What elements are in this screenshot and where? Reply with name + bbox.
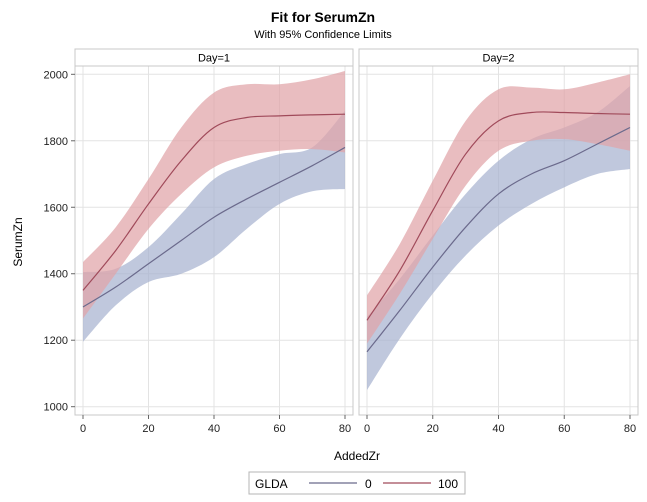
legend-label-100: 100: [438, 477, 458, 491]
y-tick-label: 1800: [44, 136, 68, 148]
y-axis-label: SerumZn: [11, 217, 25, 266]
x-tick-label: 20: [142, 423, 154, 435]
confidence-band-100: [367, 74, 630, 344]
panel-2: Day=2 0 20 40 60 80: [358, 48, 639, 435]
chart-subtitle: With 95% Confidence Limits: [254, 29, 392, 41]
confidence-band-100: [83, 70, 345, 319]
chart-title: Fit for SerumZn: [271, 9, 375, 25]
y-tick-label: 1000: [44, 402, 68, 414]
legend-label-0: 0: [365, 477, 372, 491]
panels: Day=10 20 40 60 80100012001400160018002000Da…: [44, 48, 639, 435]
x-tick-label: 0: [364, 423, 370, 435]
confidence-band-0: [367, 85, 630, 391]
x-tick-label: 80: [624, 423, 636, 435]
x-tick-label: 60: [273, 423, 285, 435]
x-axis-label: AddedZr: [334, 449, 380, 463]
confidence-band-0: [83, 110, 345, 342]
y-tick-label: 1600: [44, 202, 68, 214]
legend: GLDA 0 100: [248, 471, 466, 495]
x-tick-label: 40: [492, 423, 504, 435]
fit-line-100: [82, 113, 346, 291]
x-tick-label: 40: [208, 423, 220, 435]
fit-line-100: [366, 111, 631, 321]
fit-line-0: [82, 146, 346, 308]
x-tick-label: 0: [80, 423, 86, 435]
panel-header-label: Day=2: [482, 53, 514, 65]
panel-1: Day=1 0 20 40 60 80 1000 1200 1400 1600 1800 2000: [44, 48, 354, 435]
panel-header-label: Day=1: [198, 53, 230, 65]
x-tick-label: 60: [558, 423, 570, 435]
y-tick-label: 1400: [44, 269, 68, 281]
fit-line-0: [366, 126, 631, 353]
y-tick-label: 2000: [44, 69, 68, 81]
x-tick-label: 80: [339, 423, 351, 435]
y-tick-label: 1200: [44, 335, 68, 347]
x-tick-label: 20: [427, 423, 439, 435]
legend-title: GLDA: [255, 477, 288, 491]
